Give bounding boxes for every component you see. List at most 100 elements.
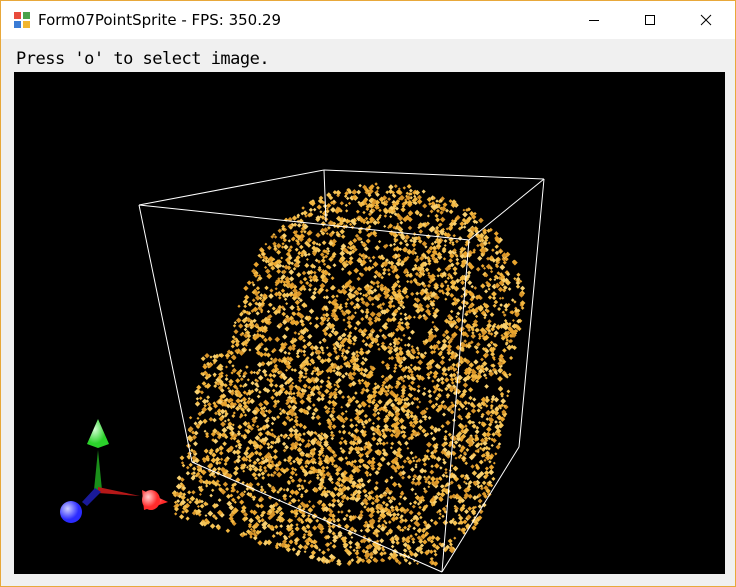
point-sprite (381, 433, 388, 440)
point-sprite (407, 561, 412, 566)
point-sprite (345, 496, 351, 501)
close-button[interactable] (683, 1, 729, 39)
point-sprite (407, 336, 412, 341)
render-viewport[interactable] (14, 72, 725, 574)
point-sprite (335, 467, 341, 473)
point-sprite (464, 482, 468, 485)
point-sprite (274, 509, 280, 515)
point-sprite (289, 245, 294, 250)
point-sprite (359, 529, 363, 533)
point-sprite (402, 186, 406, 190)
point-sprite (462, 225, 467, 229)
point-sprite (276, 490, 280, 494)
point-sprite (257, 431, 264, 437)
point-sprite (469, 340, 474, 345)
point-sprite (315, 232, 321, 238)
point-sprite (487, 241, 491, 245)
point-sprite (445, 286, 451, 293)
point-sprite (302, 344, 308, 350)
point-sprite (198, 493, 202, 496)
point-sprite (462, 331, 468, 337)
point-sprite (462, 211, 468, 218)
point-sprite (331, 424, 337, 430)
point-sprite (438, 512, 442, 516)
minimize-button[interactable] (571, 1, 617, 39)
point-sprite (409, 435, 415, 441)
point-sprite (499, 391, 505, 397)
point-sprite (204, 514, 208, 518)
point-sprite (242, 420, 249, 427)
point-sprite (506, 344, 513, 351)
point-sprite (351, 371, 357, 377)
maximize-button[interactable] (627, 1, 673, 39)
point-sprite (239, 491, 246, 498)
point-sprite (326, 542, 331, 547)
point-sprite (333, 486, 339, 492)
point-sprite (327, 399, 333, 405)
point-sprite (431, 306, 435, 310)
point-sprite (239, 377, 244, 382)
point-sprite (387, 520, 392, 524)
point-sprite (435, 199, 439, 203)
point-sprite (373, 485, 379, 491)
point-sprite (493, 334, 497, 338)
point-sprite (322, 262, 327, 266)
point-sprite (212, 417, 217, 423)
point-sprite (301, 302, 308, 309)
point-sprite (225, 374, 229, 378)
point-sprite (206, 395, 211, 400)
point-sprite (480, 364, 485, 369)
point-sprite (467, 401, 471, 405)
point-sprite (483, 316, 487, 320)
point-sprite (391, 512, 397, 518)
point-sprite (389, 446, 393, 450)
point-sprite (316, 473, 320, 477)
point-sprite (421, 189, 426, 194)
point-sprite (406, 184, 412, 189)
point-sprite (248, 463, 253, 469)
point-sprite (410, 467, 415, 472)
point-sprite (402, 459, 408, 464)
point-sprite (381, 441, 387, 447)
point-sprite (354, 423, 358, 427)
point-sprite (416, 405, 420, 409)
point-sprite (426, 441, 432, 448)
point-sprite (225, 487, 230, 492)
point-sprite (308, 207, 314, 213)
point-sprite (450, 381, 455, 385)
point-sprite (279, 524, 284, 529)
point-sprite (365, 388, 369, 392)
point-sprite (293, 331, 298, 335)
point-sprite (498, 296, 502, 300)
point-sprite (349, 423, 355, 429)
point-sprite (344, 523, 350, 530)
point-sprite (304, 262, 310, 268)
point-sprite (266, 245, 272, 251)
point-sprite (340, 510, 344, 514)
point-sprite (409, 451, 414, 455)
point-sprite (289, 475, 293, 480)
title-bar[interactable]: Form07PointSprite - FPS: 350.29 (1, 1, 735, 39)
point-sprite (396, 222, 400, 226)
point-sprite (400, 207, 406, 213)
point-sprite (377, 240, 382, 244)
point-sprite (280, 256, 284, 260)
point-sprite (374, 182, 378, 186)
point-sprite (488, 277, 493, 282)
point-sprite (441, 338, 448, 344)
point-sprite (374, 245, 380, 251)
point-sprite (429, 469, 435, 475)
point-sprite (403, 525, 408, 530)
point-sprite (252, 283, 256, 287)
point-sprite (442, 257, 447, 261)
point-sprite (294, 247, 299, 252)
point-sprite (284, 381, 288, 386)
point-sprite (403, 312, 408, 317)
point-sprite (401, 433, 407, 439)
point-sprite (405, 242, 410, 247)
point-sprite (323, 441, 329, 448)
point-sprite (492, 303, 497, 308)
point-sprite (387, 197, 392, 202)
point-sprite (340, 234, 346, 239)
point-sprite (201, 398, 208, 405)
